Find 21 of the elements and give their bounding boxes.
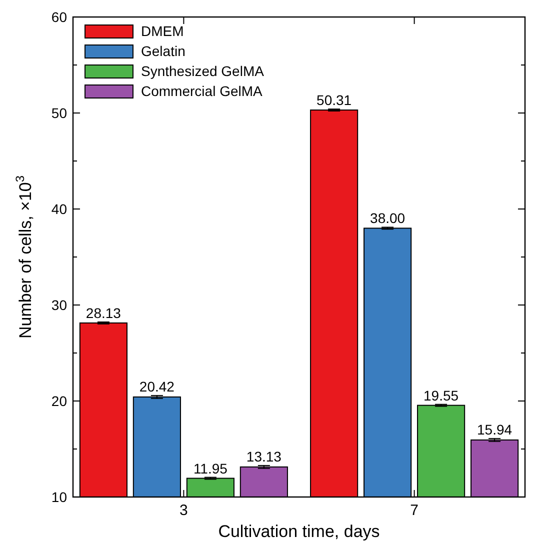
x-axis-title: Cultivation time, days — [218, 522, 380, 541]
y-tick-label: 60 — [51, 8, 68, 25]
y-tick-label: 10 — [51, 488, 68, 505]
y-tick-label: 20 — [51, 392, 68, 409]
data-label: 38.00 — [370, 210, 406, 226]
data-label: 15.94 — [477, 422, 512, 438]
data-label: 28.13 — [86, 304, 122, 321]
data-label: 50.31 — [316, 92, 352, 108]
y-tick-label: 50 — [51, 104, 68, 121]
data-label: 20.42 — [139, 378, 175, 395]
x-tick-label: 7 — [410, 502, 418, 519]
legend-label: Commercial GelMA — [141, 83, 264, 99]
legend-label: Gelatin — [141, 43, 186, 59]
data-label: 19.55 — [424, 387, 459, 404]
data-label: 11.95 — [193, 460, 228, 476]
y-tick-label: 40 — [51, 200, 68, 217]
legend-label: Synthesized GelMA — [141, 63, 265, 79]
data-label: 13.13 — [246, 448, 282, 465]
x-tick-label: 3 — [180, 502, 188, 519]
legend-label: DMEM — [141, 23, 184, 39]
y-tick-label: 30 — [51, 296, 68, 313]
